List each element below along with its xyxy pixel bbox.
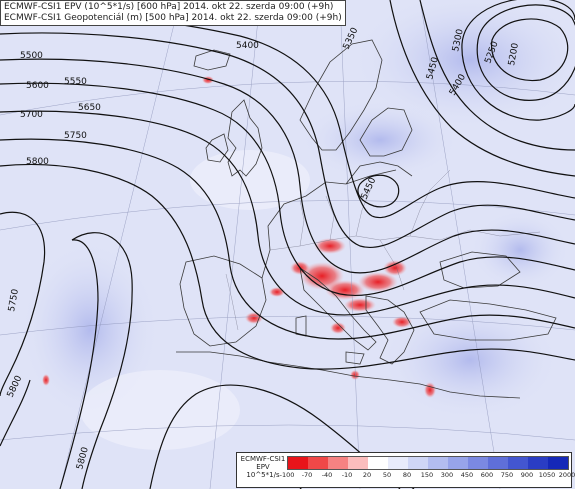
country-borders xyxy=(225,169,541,331)
colorbar-swatch xyxy=(348,457,368,469)
map-title-epv: ECMWF-CSI1 EPV (10^5*1/s) [600 hPa] 2014… xyxy=(4,2,334,12)
map-title-box: ECMWF-CSI1 EPV (10^5*1/s) [600 hPa] 2014… xyxy=(0,0,346,26)
contour-label-5650: 5650 xyxy=(78,103,101,113)
colorbar-legend: ECMWF-CSI1 EPV 10^5*1/s -100 -70 -40 -10 20 5… xyxy=(236,452,575,488)
colorbar-tick-label: 50 xyxy=(382,471,392,479)
colorbar-swatch xyxy=(328,457,348,469)
legend-unit-label: 10^5*1/s xyxy=(246,471,280,479)
colorbar-tick-label: 2000 xyxy=(558,471,575,479)
coastlines xyxy=(176,39,557,399)
legend-model-label: ECMWF-CSI1 xyxy=(240,455,286,463)
colorbar-tick-label: 150 xyxy=(420,471,434,479)
colorbar-swatch xyxy=(368,457,388,469)
contour-label-5300: 5300 xyxy=(451,28,466,53)
colorbar-tick-label: 20 xyxy=(362,471,372,479)
contour-label-5400a: 5400 xyxy=(236,41,259,51)
contour-label-5750b: 5750 xyxy=(7,288,21,313)
map-title-geopotential: ECMWF-CSI1 Geopotenciál (m) [500 hPa] 20… xyxy=(4,13,342,23)
colorbar-tick-label: -70 xyxy=(301,471,313,479)
contour-label-5750a: 5750 xyxy=(64,131,87,141)
colorbar-swatch xyxy=(308,457,328,469)
colorbar-swatch xyxy=(508,457,528,469)
colorbar-swatch xyxy=(488,457,508,469)
colorbar-tick-label: 80 xyxy=(402,471,412,479)
colorbar-swatch xyxy=(548,457,568,469)
colorbar-ticks: -100 -70 -40 -10 20 50 80 150 300 450 600 750 900 105… xyxy=(280,471,575,481)
colorbar-swatch xyxy=(288,457,308,469)
colorbar-tick-label: 750 xyxy=(500,471,514,479)
colorbar-swatch xyxy=(428,457,448,469)
legend-title: ECMWF-CSI1 EPV 10^5*1/s xyxy=(239,455,287,479)
colorbar-tick-label: 600 xyxy=(480,471,494,479)
colorbar-swatch xyxy=(408,457,428,469)
contour-label-5500: 5500 xyxy=(20,51,43,61)
colorbar-tick-label: -100 xyxy=(279,471,295,479)
colorbar-swatch xyxy=(388,457,408,469)
colorbar-tick-label: -10 xyxy=(341,471,353,479)
contour-label-5800a: 5800 xyxy=(26,157,49,167)
contour-label-5600: 5600 xyxy=(26,81,49,91)
colorbar xyxy=(287,456,569,470)
colorbar-tick-label: 450 xyxy=(460,471,474,479)
contour-label-5700: 5700 xyxy=(20,110,43,120)
contour-label-5550: 5550 xyxy=(64,77,87,87)
colorbar-tick-label: 900 xyxy=(520,471,534,479)
colorbar-swatch xyxy=(468,457,488,469)
colorbar-swatch xyxy=(528,457,548,469)
legend-variable-label: EPV xyxy=(256,463,270,471)
colorbar-tick-label: 300 xyxy=(440,471,454,479)
contour-label-5200: 5200 xyxy=(507,42,521,67)
colorbar-tick-label: 1050 xyxy=(538,471,556,479)
colorbar-tick-label: -40 xyxy=(321,471,333,479)
colorbar-swatch xyxy=(448,457,468,469)
